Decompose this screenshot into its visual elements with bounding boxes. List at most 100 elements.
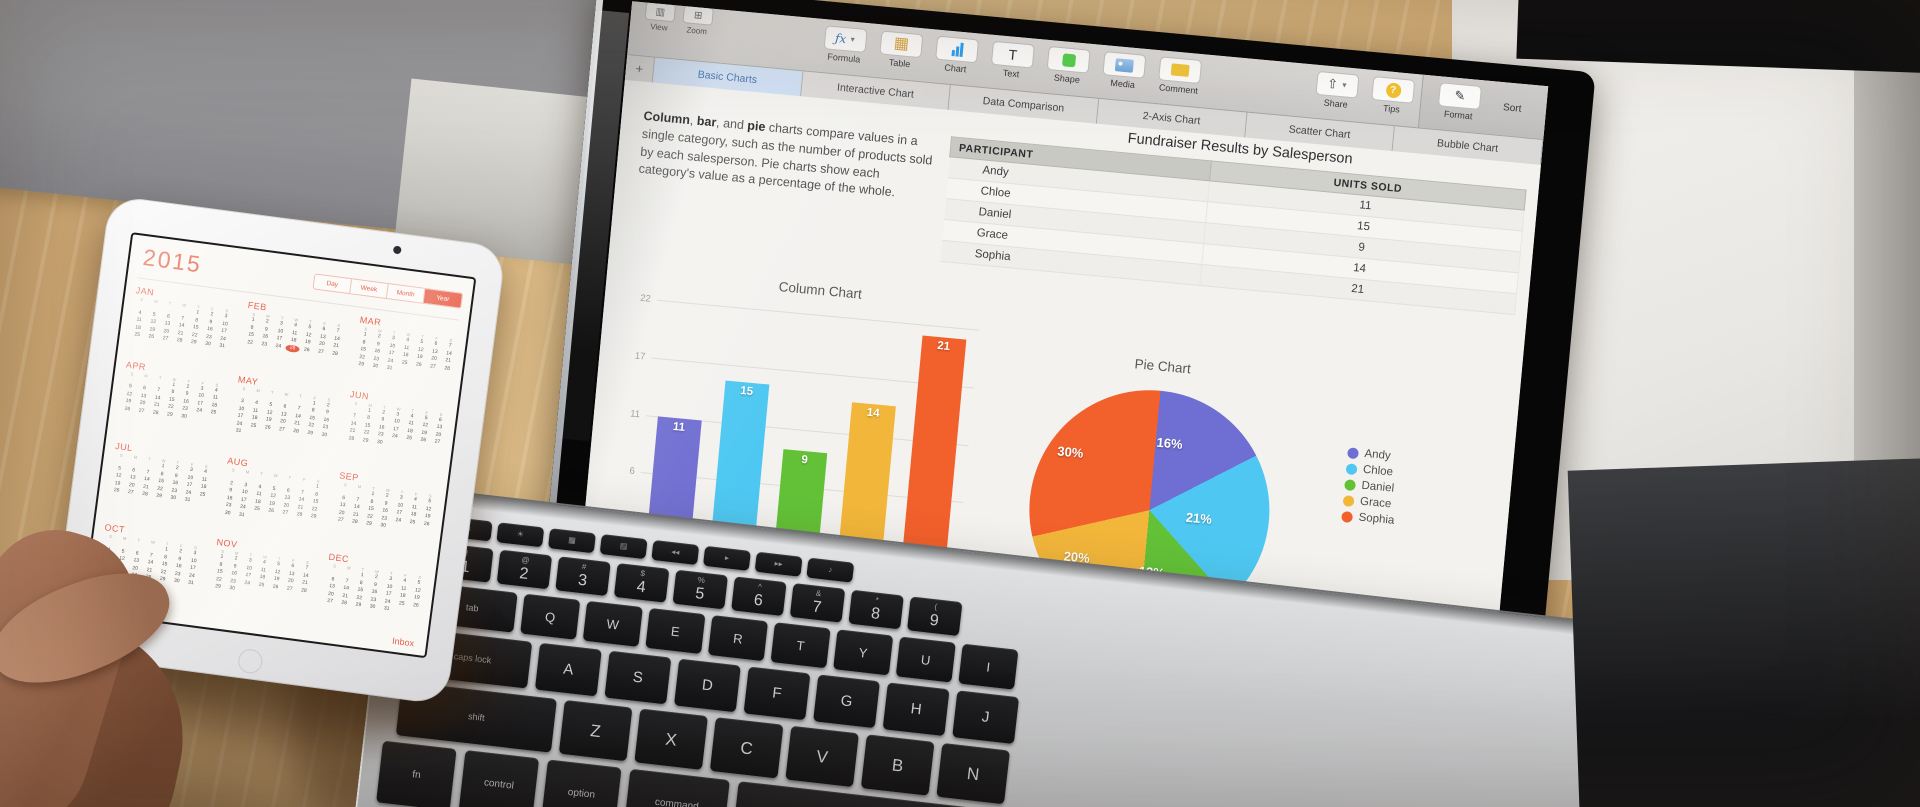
- legend-label: Grace: [1359, 495, 1392, 511]
- key-w[interactable]: W: [582, 600, 643, 647]
- key-z[interactable]: Z: [558, 699, 633, 762]
- table-button[interactable]: ▦ Table: [878, 30, 924, 70]
- key-q[interactable]: Q: [520, 593, 581, 640]
- calendar-month-aug[interactable]: AUG S M T W T F S 1 2 3 4 5 6 7 8 9 10 11 12 13 14 15 16 17 18 19 2…: [218, 456, 327, 543]
- view-option-month[interactable]: Month: [386, 284, 426, 303]
- bar-sophia[interactable]: 21: [902, 335, 967, 559]
- legend-label: Sophia: [1358, 511, 1395, 527]
- media-icon: [1114, 57, 1134, 73]
- calendar-month-feb[interactable]: FEB S M T W T F S 1 2 3 4 5 6 7 8 9 10 11 12 13 14 15 16 17 18 19 2…: [240, 300, 348, 379]
- format-button[interactable]: ✎ Format: [1437, 82, 1482, 122]
- chevron-down-icon: ▼: [1340, 81, 1349, 90]
- share-button[interactable]: ⇧ ▼ Share: [1314, 70, 1360, 111]
- view-option-week[interactable]: Week: [350, 279, 389, 299]
- shape-button[interactable]: Shape: [1046, 45, 1091, 86]
- key-3[interactable]: #3: [555, 556, 611, 597]
- key-fn[interactable]: fn: [376, 740, 457, 807]
- bar-chloe[interactable]: 15: [711, 379, 770, 541]
- tips-button[interactable]: ? Tips: [1370, 76, 1416, 116]
- share-icon: ⇧: [1326, 75, 1339, 92]
- key-v[interactable]: V: [785, 725, 859, 788]
- format-strip: ✎ Format Sort: [1417, 74, 1549, 140]
- key-h[interactable]: H: [882, 682, 950, 737]
- key-d[interactable]: D: [673, 658, 741, 713]
- bar-grace[interactable]: 14: [838, 402, 896, 553]
- key-g[interactable]: G: [813, 674, 881, 729]
- home-button[interactable]: [236, 647, 264, 675]
- zoom-button[interactable]: ⊞ Zoom: [681, 5, 714, 37]
- key-6[interactable]: ^ 6: [731, 576, 787, 617]
- key-4[interactable]: $4: [613, 563, 670, 603]
- view-option-day[interactable]: Day: [313, 274, 353, 294]
- calendar-month-jul[interactable]: JUL S M T W T F S 1 2 3 4 5 6 7 8 9 10 11 12 13 14 15 16 17 18 19 2…: [106, 441, 215, 528]
- calendar-month-mar[interactable]: MAR S M T W T F S 1 2 3 4 5 6 7 8 9 10 11 12 13 14 15 16 17 18 19 2…: [352, 315, 460, 394]
- key-a[interactable]: A: [534, 642, 602, 697]
- chart-icon: [950, 42, 964, 57]
- zoom-label: Zoom: [686, 25, 708, 37]
- comment-button[interactable]: Comment: [1157, 56, 1203, 96]
- media-label: Media: [1109, 77, 1136, 91]
- chart-button[interactable]: Chart: [934, 35, 980, 76]
- formula-button[interactable]: ƒx ▼ Formula: [822, 25, 868, 65]
- y-tick: 22: [639, 292, 652, 305]
- key-8[interactable]: * 8: [848, 589, 904, 630]
- key-▸▸[interactable]: ▸▸: [754, 551, 803, 577]
- intro-bold-column: Column: [643, 108, 691, 128]
- key-u[interactable]: U: [895, 636, 956, 683]
- key-i[interactable]: I: [958, 643, 1019, 690]
- key-c[interactable]: C: [709, 717, 784, 779]
- zoom-icon: ⊞: [682, 5, 714, 26]
- bar-value-label: 21: [936, 339, 951, 353]
- key-j[interactable]: J: [952, 690, 1020, 745]
- y-tick: 6: [628, 465, 636, 478]
- view-label: View: [649, 22, 668, 33]
- calendar-month-sep[interactable]: SEP S M T W T F S 1 2 3 4 5 6 7 8 9 10 11 12 13 14 15 16 17 18 19 2…: [330, 470, 439, 557]
- key-☀[interactable]: ☀: [496, 522, 545, 548]
- key-5[interactable]: % 5: [672, 569, 729, 610]
- calendar-month-apr[interactable]: APR S M T W T F S 1 2 3 4 5 6 7 8 9 10 11 12 13 14 15 16 17 18 19 2…: [117, 359, 226, 446]
- pie-legend: Andy Chloe Daniel Grace Sophia: [1341, 444, 1401, 529]
- view-button[interactable]: ▥ View: [644, 1, 677, 34]
- sort-button[interactable]: Sort: [1502, 102, 1522, 115]
- text-button[interactable]: T Text: [990, 40, 1035, 81]
- key-control[interactable]: control: [458, 750, 540, 807]
- key-command[interactable]: command: [623, 768, 730, 807]
- text-label: Text: [1002, 67, 1020, 80]
- calendar-month-jan[interactable]: JAN S M T W T F S 1 2 3 4 5 6 7 8 9 10 11 12 13 14 15 16 17 18 19 2…: [128, 285, 236, 364]
- shape-label: Shape: [1053, 72, 1081, 85]
- calendar-month-nov[interactable]: NOV S M T W T F S 1 2 3 4 5 6 7 8 9 10 11 12 13 14 15 16 17 18 19 2…: [209, 537, 317, 616]
- key-▦[interactable]: ▦: [547, 528, 596, 554]
- tips-icon: ?: [1385, 81, 1402, 99]
- legend-dot: [1347, 446, 1360, 459]
- key-▸[interactable]: ▸: [702, 545, 751, 571]
- add-sheet-button[interactable]: +: [624, 55, 656, 83]
- key-◂◂[interactable]: ◂◂: [651, 539, 700, 566]
- key-x[interactable]: X: [634, 708, 708, 770]
- inbox-button[interactable]: Inbox: [391, 635, 415, 649]
- formula-label: Formula: [826, 51, 861, 65]
- key-e[interactable]: E: [645, 607, 706, 655]
- key-f[interactable]: F: [743, 666, 811, 721]
- text-icon: T: [1007, 46, 1018, 64]
- calendar-month-dec[interactable]: DEC S M T W T F S 1 2 3 4 5 6 7 8 9 10 11 12 13 14 15 16 17 18 19 2…: [321, 552, 429, 631]
- key-7[interactable]: & 7: [789, 583, 846, 623]
- key-n[interactable]: N: [936, 742, 1011, 805]
- key-y[interactable]: Y: [833, 629, 894, 676]
- y-tick: 17: [634, 350, 646, 363]
- key-2[interactable]: @2: [496, 549, 553, 590]
- key-option[interactable]: option: [541, 759, 622, 807]
- shape-icon: [1061, 52, 1076, 67]
- key-t[interactable]: T: [770, 622, 831, 669]
- key-r[interactable]: R: [707, 615, 769, 662]
- key-▤[interactable]: ▤: [599, 534, 648, 560]
- media-button[interactable]: Media: [1101, 51, 1147, 91]
- calendar-month-may[interactable]: MAY S M T W T F S 1 2 3 4 5 6 7 8 9 10 11 12 13 14 15 16 17 18 19 2…: [229, 374, 338, 461]
- key-♪[interactable]: ♪: [806, 557, 855, 583]
- view-option-year[interactable]: Year: [423, 288, 463, 308]
- calendar-month-jun[interactable]: JUN S M T W T F S 1 2 3 4 5 6 7 8 9 10 11 12 13 14 15 16 17 18 19 2…: [341, 389, 450, 476]
- bar-value-label: 9: [800, 453, 809, 466]
- key-b[interactable]: B: [860, 734, 935, 796]
- dark-foreground: [1567, 457, 1920, 807]
- key-9[interactable]: (9: [906, 596, 963, 637]
- key-s[interactable]: S: [604, 650, 672, 705]
